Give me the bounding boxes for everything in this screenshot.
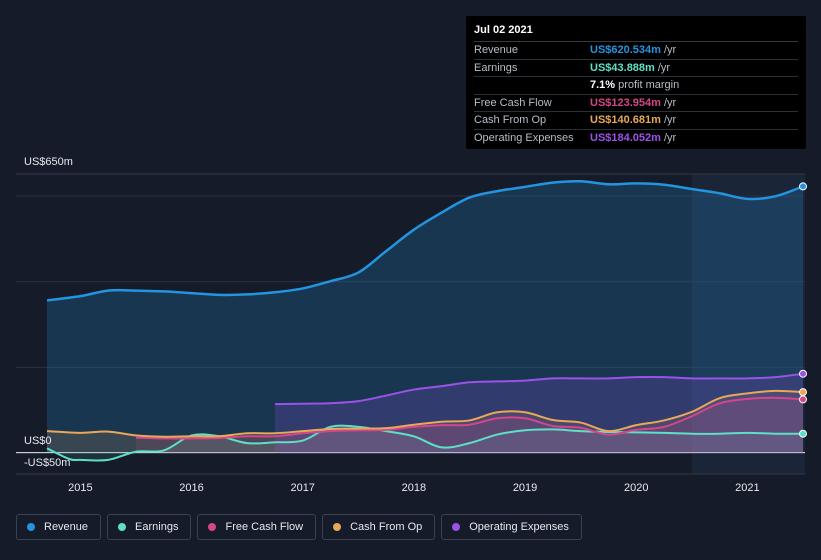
x-tick-label: 2019: [513, 482, 537, 494]
series-line-cash-from-op: [46, 389, 804, 438]
legend-label: Free Cash Flow: [225, 521, 304, 533]
legend-label: Operating Expenses: [469, 521, 569, 533]
series-line-operating-expenses: [274, 372, 804, 406]
y-axis-bottom-label: -US$50m: [24, 457, 71, 469]
tooltip-row-value: US$43.888m: [590, 61, 655, 74]
tooltip-row-value: 7.1%: [590, 79, 616, 92]
x-tick-label: 2017: [290, 482, 314, 494]
tooltip-row-label: Operating Expenses: [474, 131, 574, 144]
tooltip-row: 7.1% profit margin: [474, 77, 798, 95]
highlight-region: [691, 174, 805, 474]
series-line-earnings: [46, 424, 804, 462]
y-axis-top-label: US$650m: [24, 156, 73, 168]
tooltip-row-unit: /yr: [663, 96, 677, 109]
tooltip-row: Revenue US$620.534m/yr: [474, 42, 798, 60]
x-tick-label: 2016: [179, 482, 203, 494]
tooltip-row-value: US$620.534m: [590, 44, 661, 57]
tooltip-date: Jul 02 2021: [474, 24, 798, 42]
tooltip-row-unit: profit margin: [618, 79, 680, 92]
legend-dot-icon: [118, 523, 127, 531]
x-tick-label: 2015: [68, 482, 92, 494]
x-tick-label: 2020: [624, 482, 648, 494]
tooltip-rows: Revenue US$620.534m/yr Earnings US$43.888m /…: [474, 42, 798, 146]
tooltip-row-unit: /yr: [663, 114, 677, 127]
tooltip-row-label: Earnings: [474, 61, 518, 74]
tooltip-row: Cash From Op US$140.681m/yr: [474, 112, 798, 130]
y-axis-zero-label: US$0: [24, 435, 52, 447]
legend-item-revenue[interactable]: Revenue: [16, 514, 102, 540]
series-endpoint-earnings: [799, 429, 807, 438]
tooltip-row-label: Free Cash Flow: [474, 96, 552, 109]
legend-dot-icon: [27, 523, 35, 531]
data-tooltip: Jul 02 2021 Revenue US$620.534m/yr Earning…: [466, 16, 806, 149]
tooltip-row: Earnings US$43.888m/yr: [474, 60, 798, 77]
legend-dot-icon: [208, 523, 217, 531]
tooltip-row-label: Revenue: [474, 44, 519, 57]
tooltip-row-unit: /yr: [657, 61, 671, 74]
series-area-revenue: [47, 181, 803, 453]
legend-dot-icon: [452, 523, 461, 531]
x-tick-label: 2021: [735, 482, 759, 494]
chart-plot: 2015 2016 2017 2018 2019 2020 2021: [16, 173, 807, 494]
tooltip-row-unit: /yr: [663, 131, 677, 144]
legend-label: Earnings: [135, 521, 179, 533]
tooltip-row: Free Cash Flow US$123.954m/yr: [474, 95, 798, 112]
tooltip-row-value: US$140.681m: [590, 114, 661, 127]
tooltip-row-value: US$184.052m: [590, 131, 661, 144]
x-tick-label: 2018: [402, 482, 426, 494]
chart-legend: Revenue Earnings Free Cash Flow Cash From O…: [16, 514, 582, 542]
series-endpoint-revenue: [799, 182, 807, 191]
legend-dot-icon: [333, 523, 342, 531]
series-line-free-cash-flow: [135, 396, 804, 440]
legend-item-operating-expenses[interactable]: Operating Expenses: [441, 514, 582, 540]
legend-label: Revenue: [44, 521, 89, 533]
series-endpoint-cash-from-op: [799, 388, 807, 397]
legend-label: Cash From Op: [350, 521, 423, 533]
series-endpoint-free-cash-flow: [799, 395, 807, 404]
tooltip-row: Operating Expenses US$184.052m/yr: [474, 130, 798, 147]
legend-item-cash-from-op[interactable]: Cash From Op: [322, 514, 436, 540]
series-endpoint-operating-expenses: [799, 369, 807, 378]
legend-item-free-cash-flow[interactable]: Free Cash Flow: [197, 514, 317, 540]
tooltip-row-unit: /yr: [663, 44, 677, 57]
tooltip-row-value: US$123.954m: [590, 96, 661, 109]
tooltip-row-label: Cash From Op: [474, 114, 547, 127]
legend-item-earnings[interactable]: Earnings: [107, 514, 192, 540]
series-line-revenue: [46, 179, 804, 302]
